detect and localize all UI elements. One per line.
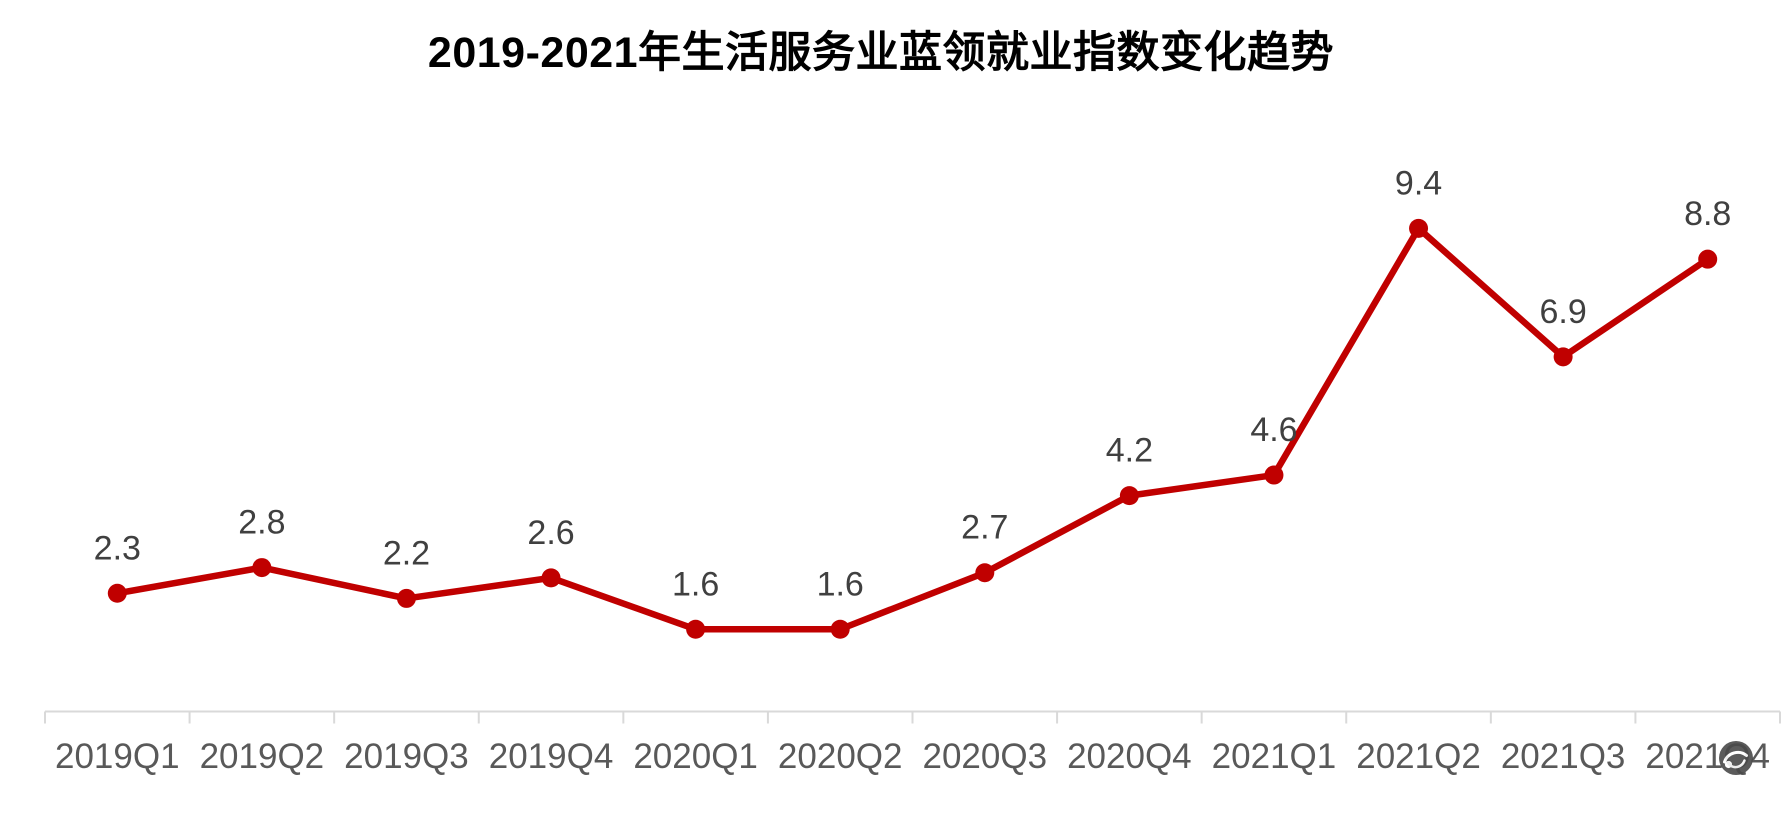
data-point-marker bbox=[1409, 218, 1429, 238]
x-axis-label: 2019Q1 bbox=[55, 737, 180, 776]
x-axis-label: 2021Q3 bbox=[1501, 737, 1626, 776]
data-point-marker bbox=[1553, 347, 1573, 367]
data-point-marker bbox=[107, 583, 127, 603]
data-point-label: 8.8 bbox=[1684, 195, 1731, 233]
data-point-label: 4.6 bbox=[1250, 411, 1297, 449]
data-point-label: 2.3 bbox=[94, 529, 141, 567]
data-point-label: 2.7 bbox=[961, 509, 1008, 547]
data-point-label: 2.8 bbox=[238, 504, 285, 542]
data-point-marker bbox=[396, 588, 416, 608]
series-line bbox=[114, 225, 1711, 633]
x-axis-label: 2020Q2 bbox=[778, 737, 903, 776]
x-axis-label: 2021Q2 bbox=[1356, 737, 1481, 776]
data-point-marker bbox=[975, 563, 995, 583]
data-point-label: 2.6 bbox=[527, 514, 574, 552]
x-axis-label: 2020Q4 bbox=[1067, 737, 1192, 776]
data-point-label: 1.6 bbox=[817, 565, 864, 603]
data-point-label: 6.9 bbox=[1539, 293, 1586, 331]
data-point-label: 2.2 bbox=[383, 534, 430, 572]
chart-title: 2019-2021年生活服务业蓝领就业指数变化趋势 bbox=[427, 29, 1335, 77]
data-point-marker bbox=[1698, 249, 1718, 269]
x-axis-label: 2019Q2 bbox=[200, 737, 325, 776]
data-point-marker bbox=[541, 568, 561, 588]
data-point-marker bbox=[1119, 486, 1139, 506]
x-axis-label: 2019Q4 bbox=[489, 737, 614, 776]
x-axis-label: 2019Q3 bbox=[344, 737, 469, 776]
x-axis-label: 2021Q1 bbox=[1212, 737, 1337, 776]
data-point-label: 4.2 bbox=[1106, 432, 1153, 470]
data-point-marker bbox=[252, 558, 272, 578]
x-axis-label: 2020Q1 bbox=[633, 737, 758, 776]
x-axis-label: 2020Q3 bbox=[923, 737, 1048, 776]
data-point-marker bbox=[686, 619, 706, 639]
swirl-logo-icon bbox=[1717, 739, 1755, 777]
data-point-label: 1.6 bbox=[672, 565, 719, 603]
data-point-marker bbox=[830, 619, 850, 639]
data-point-marker bbox=[1264, 465, 1284, 485]
data-point-label: 9.4 bbox=[1395, 164, 1442, 202]
